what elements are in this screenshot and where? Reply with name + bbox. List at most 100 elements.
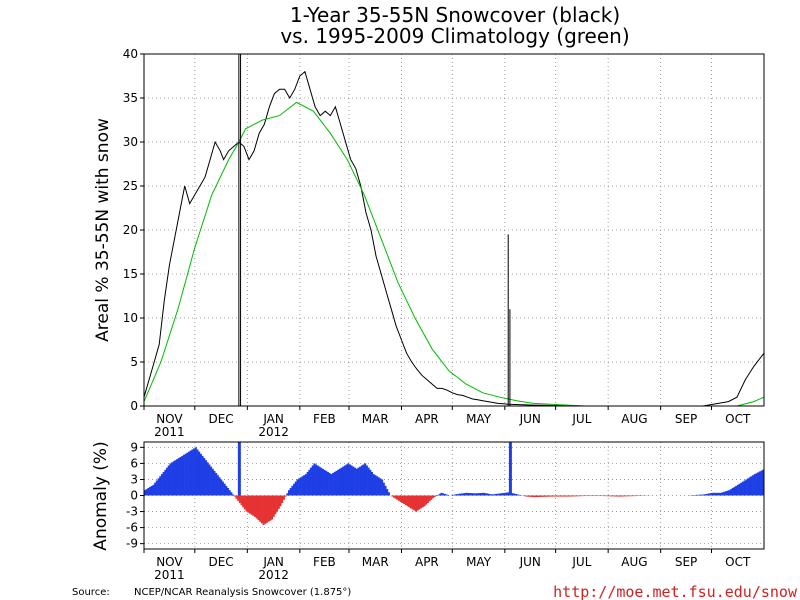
anomaly-bar	[284, 495, 287, 497]
anomaly-bar	[318, 466, 321, 496]
anomaly-spike	[237, 442, 241, 496]
anomaly-bar	[191, 449, 194, 496]
anomaly-bar	[387, 492, 390, 496]
anomaly-bar	[694, 494, 697, 496]
anomaly-bar	[431, 495, 434, 499]
anomaly-bar	[626, 495, 629, 497]
anomaly-bar	[569, 495, 572, 497]
anomaly-bar	[608, 495, 611, 497]
anomaly-bar	[228, 490, 231, 496]
anomaly-bar	[306, 471, 309, 496]
anomaly-bar	[552, 495, 555, 497]
anomaly-bar	[704, 494, 707, 496]
anomaly-bar	[426, 495, 429, 503]
anomaly-bar	[758, 471, 761, 496]
anomaly-bar	[157, 478, 160, 496]
anomaly-bar	[733, 486, 736, 496]
anomaly-bar	[428, 495, 431, 502]
anomaly-bar	[762, 469, 765, 496]
anomaly-bar	[477, 493, 480, 496]
anomaly-bar	[162, 471, 165, 496]
anomaly-bar	[269, 495, 272, 521]
anomaly-bar	[348, 464, 351, 496]
top-y-tick-label: 35	[123, 91, 138, 105]
top-y-tick-label: 20	[123, 223, 138, 237]
anomaly-bar	[184, 453, 187, 496]
anomaly-bar	[430, 495, 433, 500]
anomaly-bar	[728, 490, 731, 496]
anomaly-bar	[186, 452, 189, 496]
anomaly-bar	[543, 495, 546, 497]
anomaly-bar	[465, 492, 468, 496]
anomaly-bar	[484, 493, 487, 496]
anomaly-bar	[404, 495, 407, 506]
anomaly-bar	[282, 495, 285, 500]
anomaly-bar	[335, 470, 338, 496]
source-url-link[interactable]: http://moe.met.fsu.edu/snow	[553, 583, 798, 600]
anomaly-bar	[372, 474, 375, 496]
anomaly-bar	[225, 485, 228, 496]
anomaly-bar	[289, 488, 292, 496]
anomaly-bar	[401, 495, 404, 503]
anomaly-bar	[531, 495, 534, 497]
anomaly-bar	[503, 492, 506, 496]
anomaly-bar	[281, 495, 284, 503]
anomaly-bar	[360, 465, 363, 496]
anomaly-bar	[743, 480, 746, 496]
anomaly-bar	[328, 473, 331, 496]
source-text: NCEP/NCAR Reanalysis Snowcover (1.875°)	[134, 587, 351, 598]
anomaly-bar	[237, 495, 240, 501]
anomaly-bar	[523, 495, 526, 497]
anomaly-bar	[160, 474, 163, 496]
anomaly-bar	[308, 469, 311, 496]
anomaly-bar	[164, 469, 167, 496]
anomaly-bar	[760, 470, 763, 496]
anomaly-bar	[343, 465, 346, 496]
anomaly-bar	[215, 473, 218, 496]
anomaly-bar	[606, 495, 609, 497]
anomaly-bar	[369, 469, 372, 496]
anomaly-bar	[291, 485, 294, 496]
anomaly-bar	[320, 467, 323, 496]
anomaly-bar	[438, 493, 441, 496]
anomaly-bar	[557, 495, 560, 497]
anomaly-bar	[296, 479, 299, 496]
anomaly-bar	[277, 495, 280, 509]
anomaly-bar	[528, 495, 531, 497]
anomaly-bar	[697, 494, 700, 496]
anomaly-bar	[210, 466, 213, 496]
anomaly-bar	[287, 490, 290, 496]
anomaly-bar	[555, 495, 558, 497]
anomaly-bar	[408, 495, 411, 508]
anomaly-bar	[621, 495, 624, 497]
anomaly-bar	[169, 463, 172, 496]
anomaly-bar	[513, 493, 516, 496]
anomaly-bar	[735, 485, 738, 496]
bottom-month-label: SEP	[675, 555, 697, 569]
anomaly-bar	[545, 495, 548, 497]
anomaly-bar	[145, 489, 148, 496]
anomaly-bar	[384, 485, 387, 496]
anomaly-spike	[508, 442, 512, 496]
anomaly-bar	[235, 495, 238, 499]
top-month-label: JUL	[571, 412, 591, 426]
anomaly-bar	[723, 491, 726, 496]
anomaly-bar	[538, 495, 541, 497]
anomaly-bar	[611, 495, 614, 497]
anomaly-bar	[721, 492, 724, 496]
source-label: Source:	[72, 587, 110, 598]
anomaly-bar	[252, 495, 255, 516]
anomaly-bar	[330, 474, 333, 496]
anomaly-bar	[271, 495, 274, 520]
anomaly-bar	[316, 465, 319, 496]
anomaly-bar	[411, 495, 414, 510]
anomaly-bar	[745, 479, 748, 496]
anomaly-bar	[591, 495, 594, 497]
anomaly-bar	[194, 447, 197, 496]
anomaly-bar	[514, 494, 517, 496]
anomaly-bar	[204, 460, 207, 496]
anomaly-bar	[394, 495, 397, 499]
anomaly-bar	[481, 492, 484, 496]
anomaly-bar	[487, 493, 490, 496]
